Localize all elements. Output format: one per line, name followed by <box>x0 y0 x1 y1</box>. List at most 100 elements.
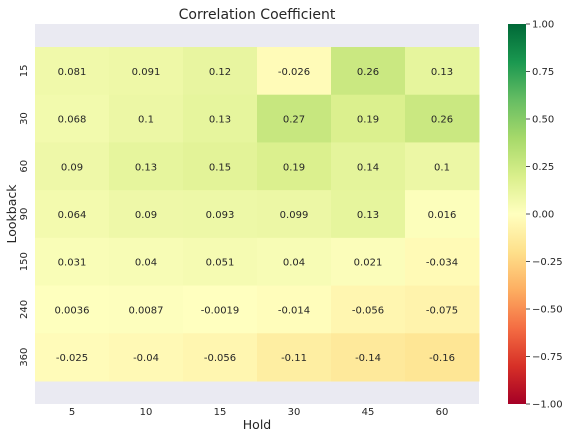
heatmap-cell <box>109 142 184 191</box>
heatmap-cell <box>109 237 184 287</box>
cell-value-label: 0.068 <box>58 115 87 126</box>
heatmap-cell <box>183 333 258 382</box>
colorbar-tick-label: 0.25 <box>532 162 554 173</box>
colorbar-tick-label: 0.00 <box>532 210 554 221</box>
heatmap-cell <box>183 190 258 239</box>
heatmap-cell <box>35 285 110 334</box>
cell-value-label: 0.27 <box>283 115 305 126</box>
heatmap-cell <box>35 190 110 239</box>
colorbar <box>508 24 526 404</box>
cell-value-label: -0.056 <box>204 353 236 364</box>
cell-value-label: 0.04 <box>283 258 305 269</box>
x-tick-label: 45 <box>362 407 375 418</box>
cell-value-label: 0.016 <box>428 210 457 221</box>
cell-value-label: -0.056 <box>352 305 384 316</box>
heatmap-cell <box>405 47 480 96</box>
colorbar-tick-label: −0.25 <box>532 257 563 268</box>
cell-value-label: 0.13 <box>209 115 231 126</box>
cell-value-label: 0.13 <box>431 67 453 78</box>
cell-value-label: 0.099 <box>280 210 309 221</box>
cell-value-label: 0.021 <box>354 258 383 269</box>
cell-value-label: -0.014 <box>278 305 310 316</box>
y-tick-label: 60 <box>19 160 30 173</box>
y-tick-label: 15 <box>19 64 30 77</box>
cell-value-label: 0.09 <box>61 162 83 173</box>
heatmap-cell <box>257 190 332 239</box>
cell-value-label: 0.051 <box>206 258 235 269</box>
cell-value-label: 0.081 <box>58 67 87 78</box>
heatmap-cell <box>35 333 110 382</box>
colorbar-tick-label: 0.50 <box>532 115 554 126</box>
heatmap-cell <box>35 47 110 96</box>
heatmap-cell <box>183 142 258 191</box>
heatmap-cell <box>405 285 480 334</box>
heatmap-cell <box>405 142 480 191</box>
heatmap-cell <box>183 47 258 96</box>
cell-value-label: 0.09 <box>135 210 157 221</box>
cell-value-label: 0.0036 <box>55 305 90 316</box>
cell-value-label: 0.064 <box>58 210 87 221</box>
heatmap-cell <box>109 285 184 334</box>
heatmap-cell <box>183 237 258 287</box>
colorbar-tick-label: 1.00 <box>532 20 554 31</box>
heatmap-cell <box>331 285 406 334</box>
heatmap-cell <box>405 333 480 382</box>
heatmap-cell <box>109 47 184 96</box>
y-tick-label: 360 <box>19 348 30 367</box>
y-tick-labels: 15 30 60 90 150 240 360 <box>19 64 30 366</box>
heatmap-cell <box>331 190 406 239</box>
colorbar-tick-label: −0.50 <box>532 305 563 316</box>
cell-value-label: -0.16 <box>429 353 455 364</box>
cell-value-label: 0.12 <box>209 67 231 78</box>
cell-value-label: -0.14 <box>355 353 381 364</box>
heatmap-cell <box>35 237 110 287</box>
heatmap-cell-labels: 0.081 0.091 0.12 -0.026 0.26 0.13 0.068 0.1 0.13… <box>55 67 459 364</box>
heatmap-cell <box>109 333 184 382</box>
y-tick-label: 90 <box>19 208 30 221</box>
heatmap-cell <box>405 94 480 143</box>
heatmap-cell <box>35 142 110 191</box>
cell-value-label: 0.1 <box>138 115 154 126</box>
heatmap-cells <box>35 47 480 382</box>
cell-value-label: 0.26 <box>431 115 453 126</box>
heatmap-cell <box>257 94 332 143</box>
cell-value-label: 0.13 <box>357 210 379 221</box>
colorbar-tick-label: −0.75 <box>532 352 563 363</box>
x-tick-label: 10 <box>140 407 153 418</box>
heatmap-cell <box>109 94 184 143</box>
cell-value-label: 0.093 <box>206 210 235 221</box>
x-axis-label: Hold <box>243 417 271 432</box>
x-tick-label: 5 <box>69 407 75 418</box>
heatmap-cell <box>257 47 332 96</box>
y-axis-label: Lookback <box>4 184 19 244</box>
heatmap-cell <box>257 285 332 334</box>
heatmap-cell <box>405 190 480 239</box>
colorbar-tick-label: 0.75 <box>532 67 554 78</box>
x-tick-labels: 5 10 15 30 45 60 <box>69 407 449 418</box>
cell-value-label: 0.04 <box>135 258 157 269</box>
colorbar-tick-labels: 1.00 0.75 0.50 0.25 0.00 −0.25 −0.50 −0.75 −1.00 <box>526 20 563 411</box>
heatmap-cell <box>331 142 406 191</box>
heatmap-cell <box>183 285 258 334</box>
cell-value-label: 0.1 <box>434 162 450 173</box>
heatmap-cell <box>331 94 406 143</box>
heatmap-cell <box>331 237 406 287</box>
y-tick-label: 150 <box>19 252 30 271</box>
cell-value-label: 0.26 <box>357 67 379 78</box>
cell-value-label: -0.034 <box>426 258 458 269</box>
heatmap-cell <box>257 142 332 191</box>
y-tick-label: 30 <box>19 112 30 125</box>
x-tick-label: 15 <box>214 407 227 418</box>
y-tick-label: 240 <box>19 300 30 319</box>
cell-value-label: 0.0087 <box>129 305 164 316</box>
cell-value-label: -0.04 <box>133 353 159 364</box>
heatmap-cell <box>109 190 184 239</box>
cell-value-label: -0.11 <box>281 353 307 364</box>
cell-value-label: 0.14 <box>357 162 379 173</box>
heatmap-cell <box>331 333 406 382</box>
x-tick-label: 30 <box>288 407 301 418</box>
cell-value-label: -0.075 <box>426 305 458 316</box>
chart-title: Correlation Coefficient <box>179 7 336 23</box>
cell-value-label: -0.025 <box>56 353 88 364</box>
